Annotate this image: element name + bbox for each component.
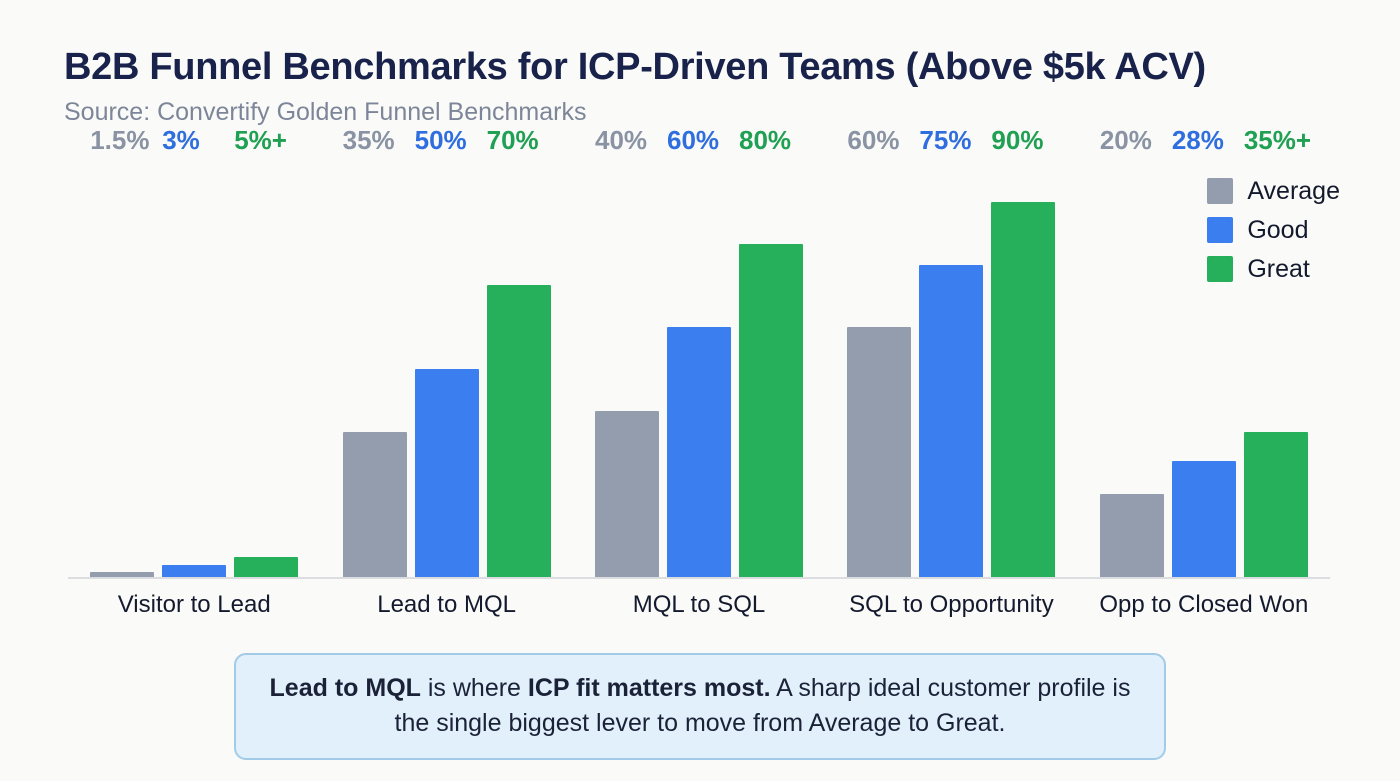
bar-value-label: 40% bbox=[595, 125, 648, 155]
bar-column: 35% bbox=[342, 127, 407, 578]
bar-value-label: 80% bbox=[739, 125, 792, 155]
bar-value-label: 70% bbox=[486, 125, 539, 155]
bar-column: 75% bbox=[919, 127, 984, 578]
bar-good[interactable]: 3% bbox=[162, 127, 227, 578]
bar-value-label: 90% bbox=[991, 125, 1044, 155]
bar-column: 28% bbox=[1171, 127, 1236, 578]
bar-great[interactable]: 90% bbox=[991, 127, 1056, 578]
chart-legend: Average Good Great bbox=[1207, 178, 1340, 282]
legend-item-label: Average bbox=[1247, 176, 1340, 205]
bar-value-label: 28% bbox=[1171, 125, 1224, 155]
bar-good[interactable]: 75% bbox=[919, 127, 984, 578]
bar-column: 1.5% bbox=[90, 127, 155, 578]
x-axis-label: MQL to SQL bbox=[632, 591, 766, 618]
bar-column: 50% bbox=[414, 127, 479, 578]
legend-item-good[interactable]: Good bbox=[1207, 215, 1309, 244]
bar-column: 80% bbox=[739, 127, 804, 578]
bar-good[interactable]: 60% bbox=[667, 127, 732, 578]
bar-average[interactable]: 40% bbox=[595, 127, 660, 578]
bar-column: 5%+ bbox=[234, 127, 299, 578]
x-axis-tick-labels: Visitor to Lead Lead to MQL MQL to SQL SQL … bbox=[68, 591, 1330, 618]
legend-item-label: Great bbox=[1247, 254, 1310, 283]
x-axis-label: Visitor to Lead bbox=[117, 591, 271, 618]
callout-bold-lead-to-mql: Lead to MQL bbox=[269, 674, 421, 702]
legend-item-average[interactable]: Average bbox=[1207, 178, 1340, 204]
chart-subtitle: Source: Convertify Golden Funnel Benchma… bbox=[64, 97, 587, 126]
legend-swatch-icon bbox=[1207, 178, 1234, 204]
bar-value-label: 50% bbox=[414, 125, 467, 155]
bar-column: 90% bbox=[991, 127, 1056, 578]
callout-box: Lead to MQL is where ICP fit matters mos… bbox=[234, 653, 1166, 760]
callout-mid-text: is where bbox=[420, 674, 528, 702]
legend-swatch-icon bbox=[1207, 217, 1234, 243]
bar-value-label: 35% bbox=[342, 125, 395, 155]
bar-column: 70% bbox=[486, 127, 551, 578]
x-axis-label: Opp to Closed Won bbox=[1099, 591, 1309, 618]
legend-swatch-icon bbox=[1207, 256, 1234, 282]
bar-column: 60% bbox=[847, 127, 912, 578]
bar-group: 35% 50% 70% bbox=[320, 127, 572, 578]
callout-tail-text: A sharp ideal customer profile is the si… bbox=[394, 674, 1131, 737]
bar-good[interactable]: 50% bbox=[414, 127, 479, 578]
bar-value-label: 3% bbox=[162, 125, 200, 155]
bar-column: 20% bbox=[1099, 127, 1164, 578]
chart-header: B2B Funnel Benchmarks for ICP-Driven Tea… bbox=[64, 46, 1360, 126]
bar-group: 60% 75% 90% bbox=[825, 127, 1077, 578]
plot-area: 1.5% 3% 5%+ 35% 50% 70% 40% 60% 80% 60% 75% 90% 20% 2… bbox=[68, 127, 1330, 579]
bar-great[interactable]: 70% bbox=[486, 127, 551, 578]
bar-value-label: 20% bbox=[1099, 125, 1152, 155]
bar-great[interactable]: 35%+ bbox=[1243, 127, 1311, 578]
legend-item-label: Good bbox=[1247, 215, 1309, 244]
callout-bold-icp-fit: ICP fit matters most. bbox=[527, 674, 771, 702]
legend-item-great[interactable]: Great bbox=[1207, 256, 1310, 282]
x-axis-label: SQL to Opportunity bbox=[849, 591, 1054, 618]
bar-value-label: 60% bbox=[847, 125, 900, 155]
bar-great[interactable]: 5%+ bbox=[234, 127, 299, 578]
x-axis-line bbox=[68, 577, 1330, 579]
bar-group: 1.5% 3% 5%+ bbox=[68, 127, 320, 578]
bar-value-label: 60% bbox=[667, 125, 720, 155]
bar-average[interactable]: 60% bbox=[847, 127, 912, 578]
bar-column: 3% bbox=[162, 127, 227, 578]
bar-average[interactable]: 1.5% bbox=[90, 127, 155, 578]
bar-value-label: 35%+ bbox=[1243, 125, 1312, 155]
bar-group: 20% 28% 35%+ bbox=[1078, 127, 1330, 578]
bar-value-label: 75% bbox=[919, 125, 972, 155]
bar-value-label: 5%+ bbox=[234, 125, 287, 155]
bar-groups: 1.5% 3% 5%+ 35% 50% 70% 40% 60% 80% 60% 75% 90% 20% 2… bbox=[68, 127, 1330, 578]
bar-column: 35%+ bbox=[1243, 127, 1311, 578]
bar-average[interactable]: 35% bbox=[342, 127, 407, 578]
bar-column: 60% bbox=[667, 127, 732, 578]
bar-great[interactable]: 80% bbox=[739, 127, 804, 578]
bar-group: 40% 60% 80% bbox=[573, 127, 825, 578]
bar-good[interactable]: 28% bbox=[1171, 127, 1236, 578]
bar-column: 40% bbox=[595, 127, 660, 578]
bar-average[interactable]: 20% bbox=[1099, 127, 1164, 578]
bar-value-label: 1.5% bbox=[90, 125, 150, 155]
x-axis-label: Lead to MQL bbox=[377, 591, 516, 618]
chart-title: B2B Funnel Benchmarks for ICP-Driven Tea… bbox=[64, 46, 1206, 88]
